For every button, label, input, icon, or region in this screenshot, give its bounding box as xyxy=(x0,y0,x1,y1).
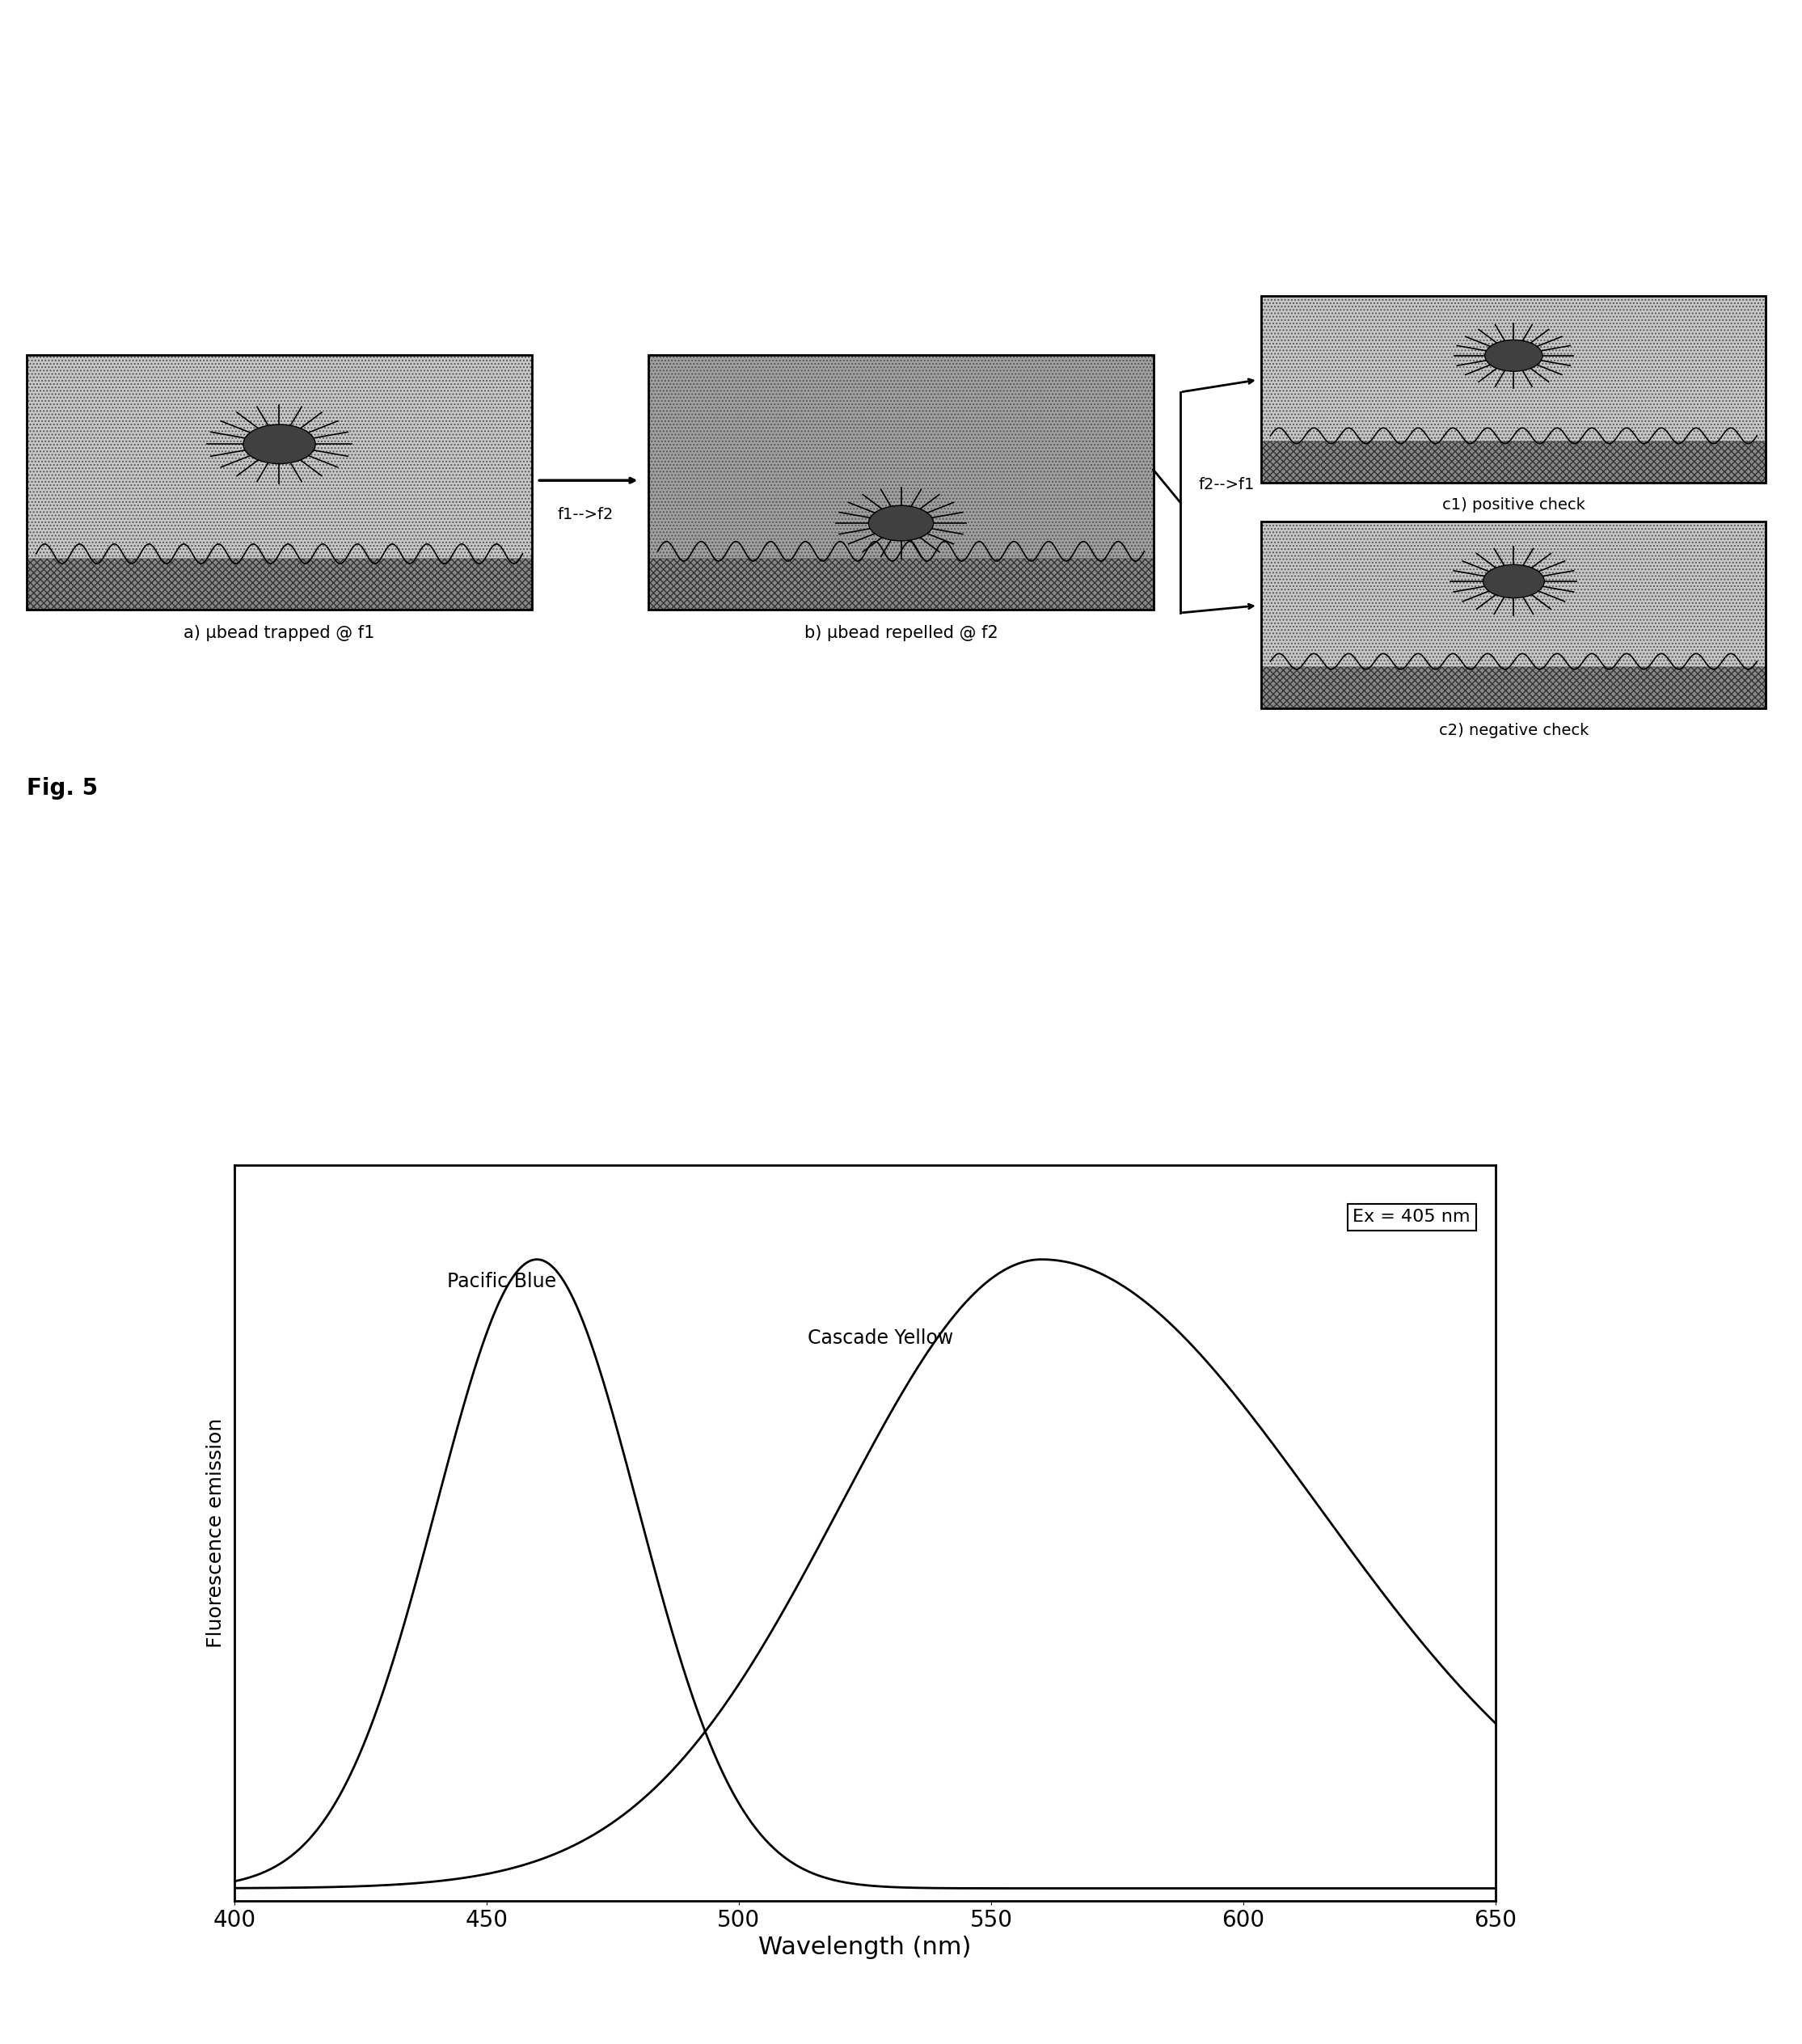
Bar xyxy=(649,356,1153,558)
Text: b) μbead repelled @ f2: b) μbead repelled @ f2 xyxy=(804,625,998,642)
Bar xyxy=(1261,442,1766,482)
Bar xyxy=(1261,442,1766,482)
Bar xyxy=(649,558,1153,609)
Circle shape xyxy=(1483,564,1544,599)
Y-axis label: Fluorescence emission: Fluorescence emission xyxy=(205,1419,225,1647)
Bar xyxy=(1261,666,1766,707)
Text: c2) negative check: c2) negative check xyxy=(1438,724,1589,738)
Text: Pacific Blue: Pacific Blue xyxy=(447,1271,557,1292)
Text: f1-->f2: f1-->f2 xyxy=(557,507,614,523)
Bar xyxy=(649,558,1153,609)
Bar xyxy=(27,356,532,558)
X-axis label: Wavelength (nm): Wavelength (nm) xyxy=(759,1936,971,1960)
Bar xyxy=(1261,296,1766,442)
Circle shape xyxy=(869,505,933,542)
Bar xyxy=(649,356,1153,558)
Bar xyxy=(1261,296,1766,442)
Bar xyxy=(27,356,532,558)
Bar xyxy=(1261,666,1766,707)
Bar xyxy=(27,558,532,609)
Text: a) μbead trapped @ f1: a) μbead trapped @ f1 xyxy=(184,625,375,642)
Text: f2-->f1: f2-->f1 xyxy=(1198,478,1254,493)
Text: Fig. 5: Fig. 5 xyxy=(27,777,99,799)
Text: Ex = 405 nm: Ex = 405 nm xyxy=(1353,1210,1470,1224)
Bar xyxy=(649,356,1153,609)
Circle shape xyxy=(1485,339,1543,372)
Bar xyxy=(1261,521,1766,666)
Bar xyxy=(27,558,532,609)
Bar xyxy=(1261,521,1766,666)
Bar xyxy=(27,356,532,609)
Text: Cascade Yellow: Cascade Yellow xyxy=(807,1329,953,1347)
Circle shape xyxy=(243,425,315,464)
Bar xyxy=(1261,296,1766,482)
Text: c1) positive check: c1) positive check xyxy=(1442,497,1586,513)
Bar xyxy=(1261,521,1766,707)
